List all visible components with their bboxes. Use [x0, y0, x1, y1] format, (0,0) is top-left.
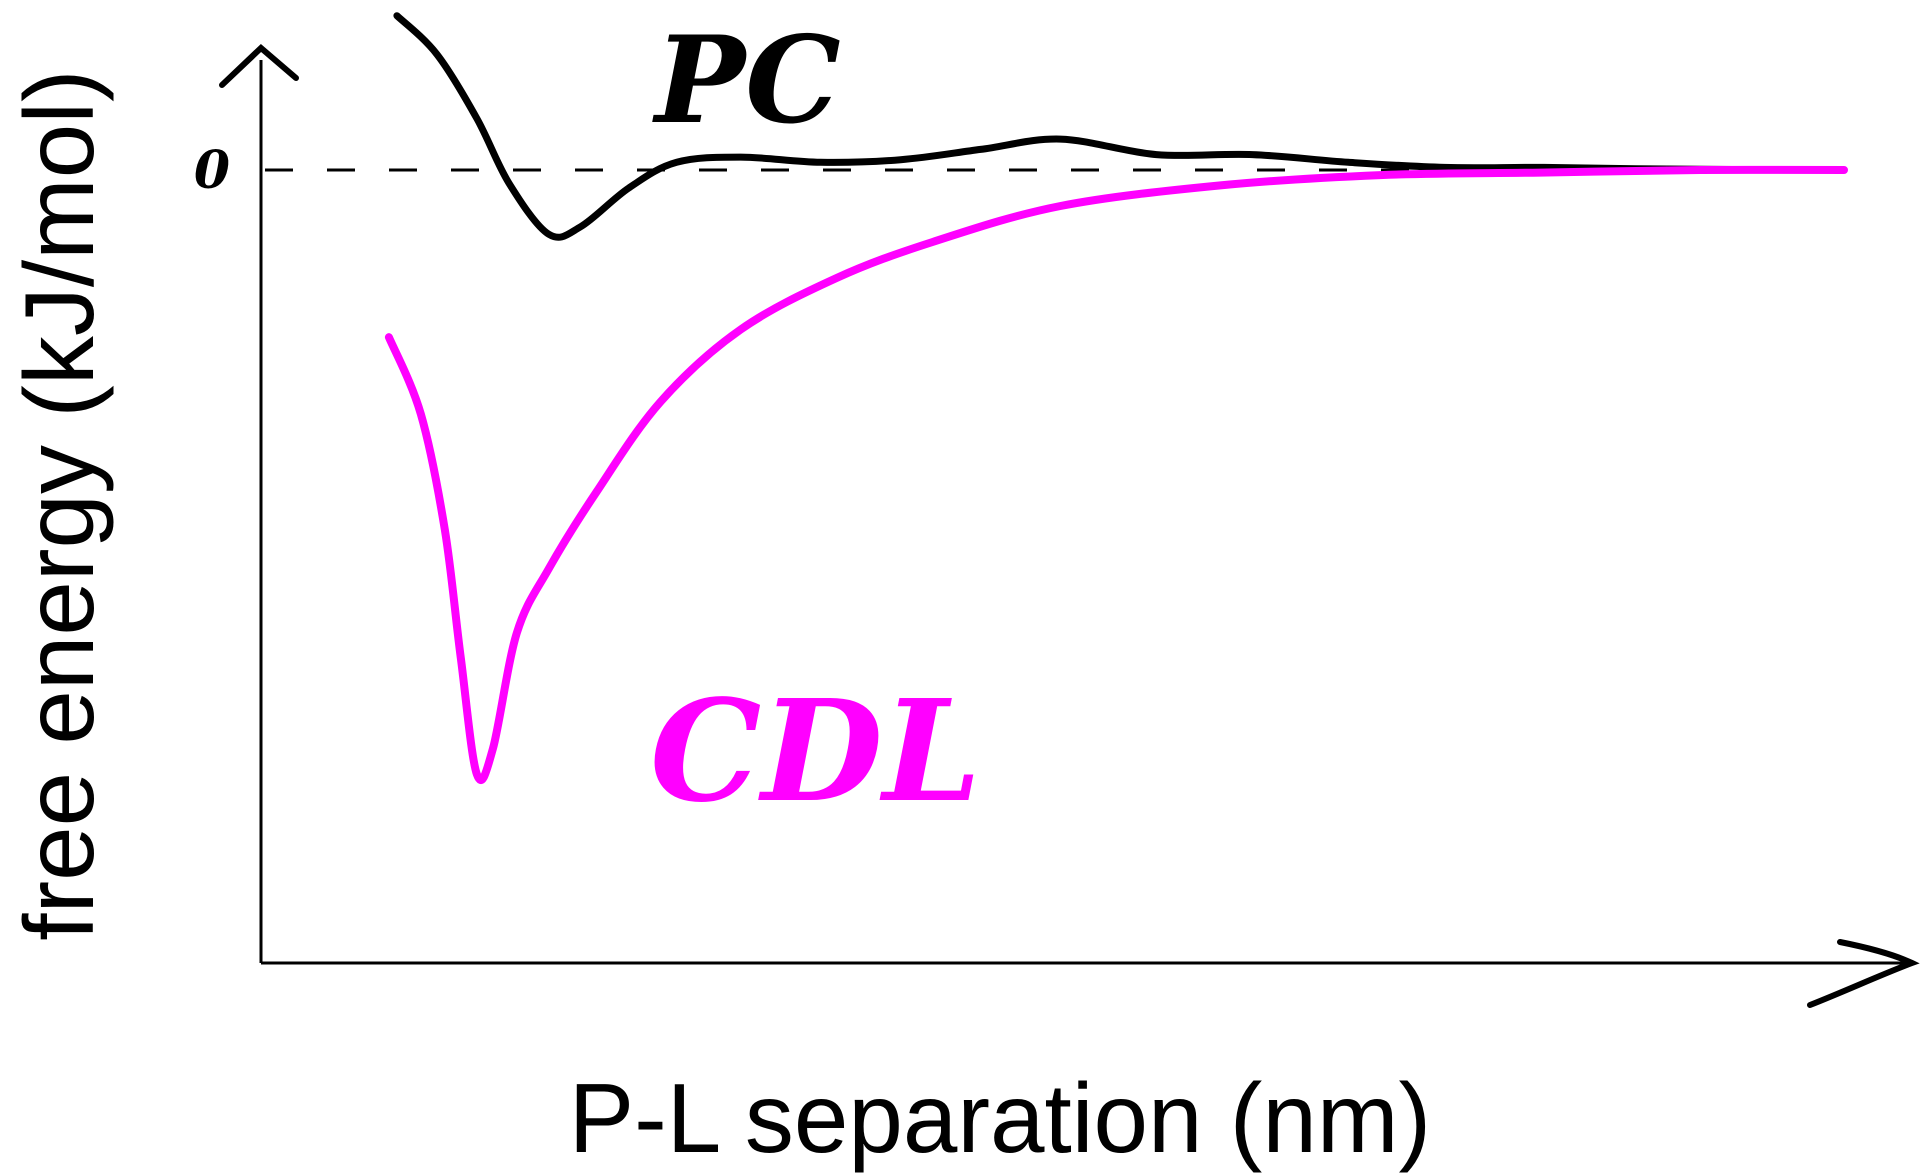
- series-line-pc: [393, 12, 1848, 241]
- x-axis-arrowhead: [1807, 939, 1920, 1008]
- series-annotation-cdl: CDL: [650, 670, 981, 834]
- series-annotation-pc: PC: [652, 10, 841, 151]
- x-axis-title: P-L separation (nm): [569, 1063, 1431, 1173]
- y-tick-label-zero: 0: [194, 140, 230, 201]
- series-line-cdl: [384, 165, 1848, 785]
- series-layer: [384, 12, 1848, 785]
- axes: [219, 43, 1920, 1008]
- y-axis-arrowhead: [219, 43, 299, 88]
- y-axis-title: free energy (kJ/mol): [4, 69, 114, 940]
